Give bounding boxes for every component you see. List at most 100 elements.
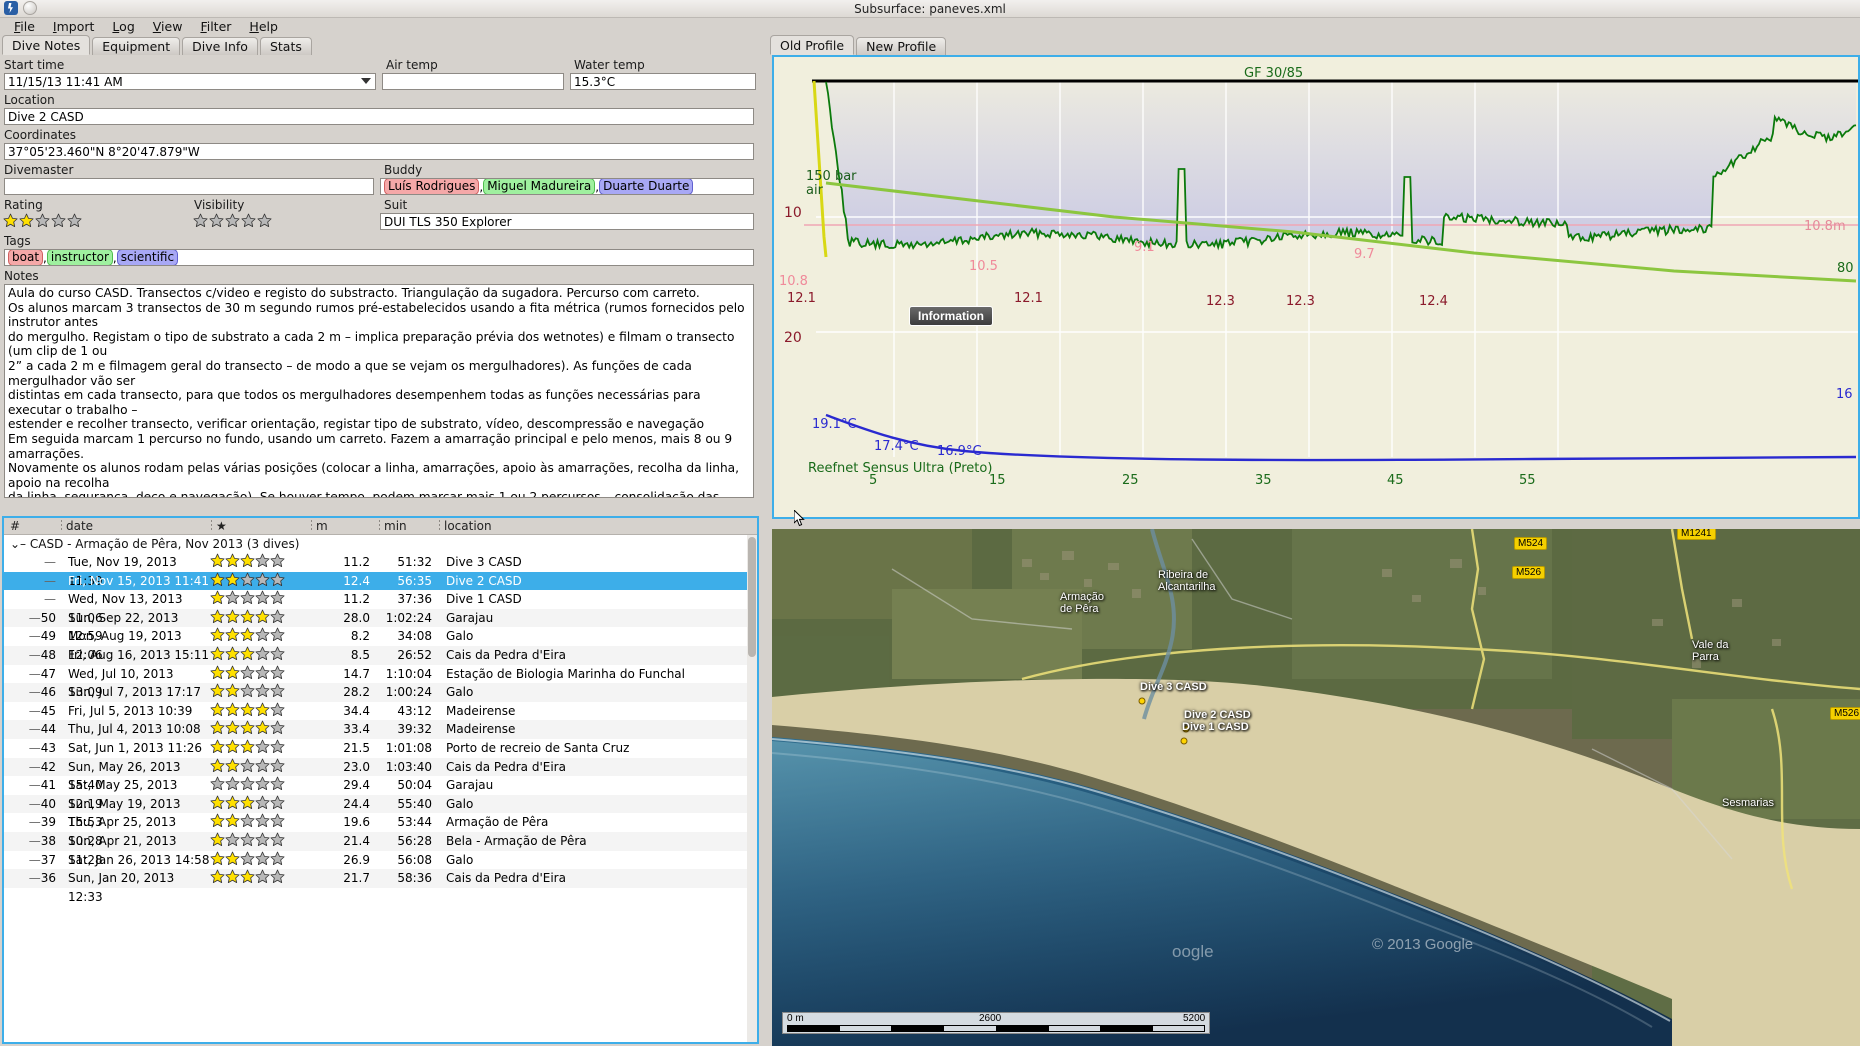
table-row[interactable]: — Fri, Nov 15, 2013 11:41 12.4 56:35 Dive 2 … (4, 571, 757, 591)
star-icon[interactable] (255, 665, 270, 680)
star-icon[interactable] (210, 795, 225, 810)
tab-old-profile[interactable]: Old Profile (770, 35, 855, 55)
star-icon[interactable] (255, 646, 270, 661)
table-row[interactable]: —48 Fri, Aug 16, 2013 15:11 8.5 26:52 Cais d… (4, 645, 757, 665)
star-icon[interactable] (225, 720, 240, 735)
star-icon[interactable] (255, 851, 270, 866)
map-dive-marker-3[interactable]: Dive 3 CASD (1140, 681, 1207, 693)
tab-new-profile[interactable]: New Profile (856, 37, 947, 55)
information-button[interactable]: Information (909, 306, 993, 326)
star-icon[interactable] (255, 813, 270, 828)
star-icon[interactable] (225, 851, 240, 866)
tags-input[interactable]: boat, instructor, scientific (4, 249, 754, 266)
star-icon[interactable] (240, 832, 255, 847)
suit-input[interactable]: DUI TLS 350 Explorer (380, 213, 754, 230)
star-icon[interactable] (255, 832, 270, 847)
star-icon[interactable] (255, 758, 270, 773)
cell-rating[interactable] (210, 683, 310, 702)
star-icon[interactable] (270, 627, 285, 642)
star-icon[interactable] (270, 813, 285, 828)
star-icon[interactable] (225, 683, 240, 698)
tab-dive-notes[interactable]: Dive Notes (2, 35, 91, 55)
star-icon[interactable] (270, 776, 285, 791)
star-icon[interactable] (35, 213, 50, 228)
buddy-chip-2[interactable]: Miguel Madureira (483, 179, 596, 194)
star-icon[interactable] (257, 213, 272, 228)
star-icon[interactable] (270, 646, 285, 661)
star-icon[interactable] (210, 553, 225, 568)
star-icon[interactable] (270, 851, 285, 866)
star-icon[interactable] (255, 590, 270, 605)
tree-expander-icon[interactable]: ⌄– (10, 537, 30, 551)
table-row[interactable]: —50 Sun, Sep 22, 2013 12:59 28.0 1:02:24 Gar… (4, 608, 757, 643)
star-icon[interactable] (210, 646, 225, 661)
star-icon[interactable] (210, 758, 225, 773)
notes-textarea[interactable]: Aula do curso CASD. Transectos c/video e… (4, 284, 754, 498)
star-icon[interactable] (255, 702, 270, 717)
star-icon[interactable] (270, 590, 285, 605)
star-icon[interactable] (241, 213, 256, 228)
star-icon[interactable] (225, 572, 240, 587)
star-icon[interactable] (270, 553, 285, 568)
star-icon[interactable] (270, 665, 285, 680)
visibility-stars[interactable] (190, 213, 272, 228)
coordinates-input[interactable]: 37°05'23.460"N 8°20'47.879"W (4, 143, 754, 160)
star-icon[interactable] (240, 683, 255, 698)
cell-rating[interactable] (210, 609, 310, 628)
star-icon[interactable] (240, 590, 255, 605)
cell-rating[interactable] (210, 720, 310, 739)
cell-rating[interactable] (210, 627, 310, 646)
star-icon[interactable] (67, 213, 82, 228)
cell-rating[interactable] (210, 590, 310, 609)
star-icon[interactable] (255, 572, 270, 587)
star-icon[interactable] (210, 683, 225, 698)
table-row[interactable]: — Wed, Nov 13, 2013 11:06 11.2 37:36 Dive 1 … (4, 590, 757, 625)
star-icon[interactable] (240, 720, 255, 735)
cell-rating[interactable] (210, 832, 310, 851)
star-icon[interactable] (210, 869, 225, 884)
star-icon[interactable] (193, 213, 208, 228)
star-icon[interactable] (210, 609, 225, 624)
start-time-input[interactable]: 11/15/13 11:41 AM (4, 73, 376, 90)
divemaster-input[interactable] (4, 178, 374, 195)
map-dive-marker-1[interactable]: Dive 1 CASD (1182, 721, 1249, 733)
buddy-chip-3[interactable]: Duarte Duarte (599, 179, 694, 194)
star-icon[interactable] (225, 739, 240, 754)
star-icon[interactable] (270, 609, 285, 624)
column-header-location[interactable]: location (438, 518, 492, 534)
star-icon[interactable] (210, 572, 225, 587)
star-icon[interactable] (210, 813, 225, 828)
circle-icon[interactable] (23, 1, 37, 15)
cell-rating[interactable] (210, 869, 310, 888)
star-icon[interactable] (270, 702, 285, 717)
scrollbar-thumb[interactable] (748, 537, 756, 657)
star-icon[interactable] (240, 813, 255, 828)
star-icon[interactable] (255, 776, 270, 791)
dive-trip-group[interactable]: ⌄– CASD - Armação de Pêra, Nov 2013 (3 d… (4, 535, 757, 553)
menu-file[interactable]: File (14, 19, 35, 34)
buddy-chip-1[interactable]: Luís Rodrigues (384, 179, 480, 194)
tag-chip-boat[interactable]: boat (8, 250, 44, 265)
cell-rating[interactable] (210, 758, 310, 777)
table-row[interactable]: —40 Sun, May 19, 2013 15:53 24.4 55:40 Galo (4, 794, 757, 829)
star-icon[interactable] (3, 213, 18, 228)
cell-rating[interactable] (210, 665, 310, 684)
star-icon[interactable] (210, 832, 225, 847)
cell-rating[interactable] (210, 553, 310, 572)
star-icon[interactable] (240, 572, 255, 587)
cell-rating[interactable] (210, 702, 310, 721)
column-header-depth[interactable]: m (310, 518, 378, 534)
star-icon[interactable] (255, 553, 270, 568)
tab-stats[interactable]: Stats (259, 37, 312, 55)
tab-dive-info[interactable]: Dive Info (182, 37, 258, 55)
tab-equipment[interactable]: Equipment (92, 37, 181, 55)
table-row[interactable]: — Tue, Nov 19, 2013 11:39 11.2 51:32 Dive 3 … (4, 553, 757, 588)
star-icon[interactable] (210, 776, 225, 791)
star-icon[interactable] (240, 851, 255, 866)
star-icon[interactable] (19, 213, 34, 228)
star-icon[interactable] (209, 213, 224, 228)
star-icon[interactable] (240, 627, 255, 642)
star-icon[interactable] (270, 739, 285, 754)
star-icon[interactable] (225, 813, 240, 828)
dive-list-scrollbar[interactable] (747, 535, 757, 1042)
